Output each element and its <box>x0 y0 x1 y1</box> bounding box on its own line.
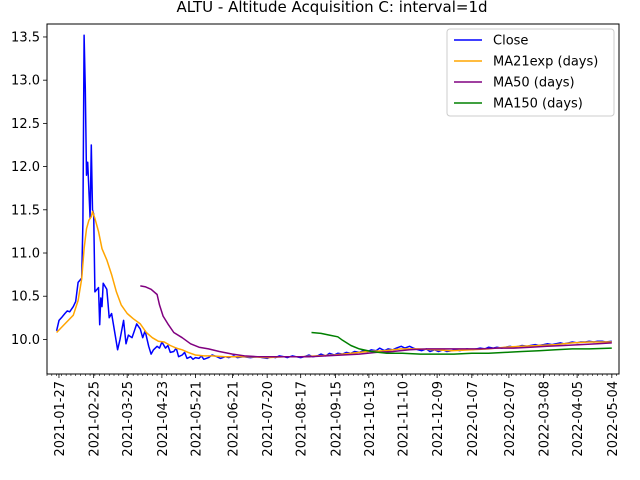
y-tick-label: 12.0 <box>11 160 40 175</box>
x-tick-label: 2021-07-20 <box>261 381 276 457</box>
x-tick-label: 2022-01-07 <box>466 381 481 457</box>
legend-label-2: MA50 (days) <box>493 76 575 91</box>
y-tick-label: 13.0 <box>11 74 40 89</box>
y-tick-label: 10.0 <box>11 333 40 348</box>
plot-frame <box>46 23 620 375</box>
x-tick-label: 2021-08-17 <box>295 381 310 457</box>
chart-title: ALTU - Altitude Acquisition C: interval=… <box>176 0 487 16</box>
x-tick-label: 2021-03-25 <box>121 381 136 457</box>
y-tick-label: 13.5 <box>11 30 40 45</box>
x-tick-label: 2022-04-05 <box>571 381 586 457</box>
x-tick-label: 2022-05-04 <box>606 381 621 457</box>
y-tick-label: 11.5 <box>11 203 40 218</box>
x-tick-label: 2021-11-10 <box>396 381 411 457</box>
x-tick-label: 2021-02-25 <box>88 381 103 457</box>
x-tick-label: 2022-03-08 <box>538 381 553 457</box>
x-tick-label: 2021-12-09 <box>431 381 446 457</box>
x-tick-label: 2021-05-21 <box>189 381 204 457</box>
y-tick-label: 11.0 <box>11 247 40 262</box>
x-tick-label: 2022-02-07 <box>503 381 518 457</box>
legend-label-3: MA150 (days) <box>493 97 583 112</box>
series-layer <box>55 34 612 361</box>
legend-box <box>446 28 615 117</box>
legend-label-1: MA21exp (days) <box>493 55 598 70</box>
y-tick-label: 10.5 <box>11 290 40 305</box>
x-tick-label: 2021-06-21 <box>226 381 241 457</box>
legend: Close MA21exp (days) MA50 (days) MA150 (day… <box>446 28 615 117</box>
y-axis: 10.0 10.5 11.0 11.5 12.0 12.5 13.0 13.5 <box>11 30 47 348</box>
series-line-1 <box>56 210 612 359</box>
x-tick-label: 2021-01-27 <box>53 381 68 457</box>
series-line-3 <box>311 331 612 355</box>
legend-label-0: Close <box>493 34 528 49</box>
x-axis: 2021-01-27 2021-02-25 2021-03-25 2021-04-23… <box>46 374 621 457</box>
x-tick-label: 2021-10-13 <box>363 381 378 457</box>
series-line-2 <box>140 285 612 358</box>
x-tick-label: 2021-04-23 <box>156 381 171 457</box>
x-tick-label: 2021-09-15 <box>329 381 344 457</box>
y-tick-label: 12.5 <box>11 117 40 132</box>
